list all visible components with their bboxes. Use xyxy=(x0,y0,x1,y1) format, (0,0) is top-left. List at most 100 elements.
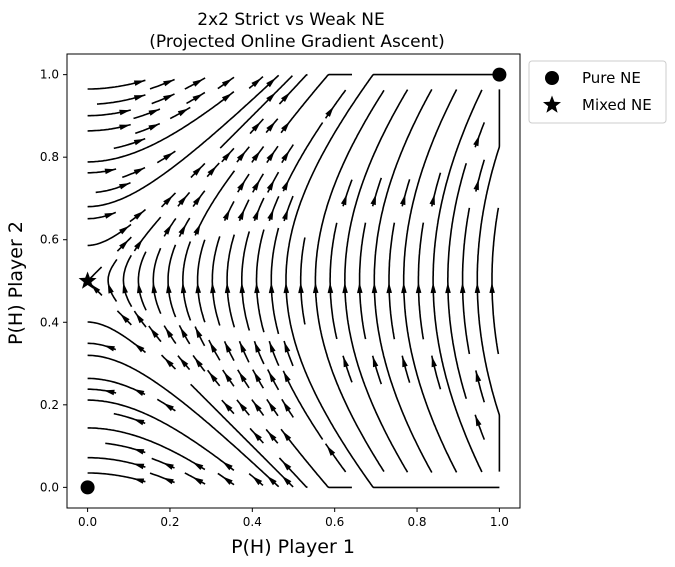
legend-label-pure-ne: Pure NE xyxy=(582,69,641,87)
stream-arrow xyxy=(163,462,174,470)
stream-arrow xyxy=(178,224,186,235)
stream-arrow xyxy=(327,282,334,294)
stream-arrow xyxy=(90,284,101,294)
streamline xyxy=(87,399,235,471)
streamline xyxy=(87,321,147,354)
streamline xyxy=(87,377,146,396)
pure-ne-marker xyxy=(492,67,507,82)
stream-arrow xyxy=(251,150,261,162)
stream-arrow xyxy=(236,151,246,162)
stream-arrow xyxy=(133,448,145,455)
y-tick-label: 1.0 xyxy=(40,68,59,82)
stream-arrow xyxy=(195,327,203,338)
stream-arrow xyxy=(429,194,435,206)
stream-arrow xyxy=(104,345,115,352)
stream-arrow xyxy=(194,357,203,368)
y-tick-label: 0.0 xyxy=(40,480,59,494)
streamline xyxy=(226,234,236,328)
stream-arrow xyxy=(164,357,174,368)
stream-arrow xyxy=(119,109,131,116)
streamline xyxy=(137,251,147,311)
streamline xyxy=(270,227,280,335)
x-axis-label: P(H) Player 1 xyxy=(231,536,355,558)
stream-arrow xyxy=(151,282,158,294)
stream-arrow xyxy=(237,209,245,220)
stream-arrow xyxy=(267,431,277,442)
stream-arrow xyxy=(239,341,247,353)
streamline xyxy=(282,370,324,440)
x-tick-label: 0.6 xyxy=(325,515,344,529)
stream-arrow xyxy=(133,463,145,470)
y-tick-label: 0.6 xyxy=(40,233,59,247)
stream-arrow xyxy=(340,194,347,206)
streamline xyxy=(314,89,385,473)
stream-arrow xyxy=(133,211,144,220)
stream-arrow xyxy=(224,282,231,294)
stream-arrow xyxy=(133,95,145,101)
stream-arrow xyxy=(459,282,466,294)
stream-arrow xyxy=(402,356,408,368)
stream-arrow xyxy=(282,460,292,471)
stream-arrow xyxy=(266,121,276,132)
chart-title: 2x2 Strict vs Weak NE xyxy=(197,10,384,30)
stream-arrow xyxy=(268,282,275,294)
x-tick-label: 1.0 xyxy=(490,515,509,529)
streamline xyxy=(461,207,471,355)
stream-arrow xyxy=(475,415,482,427)
legend-star-marker xyxy=(543,95,561,113)
pure-ne-marker xyxy=(80,480,95,495)
stream-arrow xyxy=(133,419,145,426)
stream-arrow xyxy=(222,476,233,485)
stream-arrow xyxy=(210,282,216,294)
stream-arrow xyxy=(254,341,261,353)
stream-arrow xyxy=(148,109,160,116)
mixed-ne-marker xyxy=(78,271,97,289)
x-tick-label: 0.0 xyxy=(78,515,97,529)
stream-arrow xyxy=(281,150,290,162)
stream-arrow xyxy=(237,180,246,191)
stream-arrow xyxy=(401,282,407,294)
stream-arrow xyxy=(209,342,218,353)
stream-arrow xyxy=(325,106,334,117)
stream-arrow xyxy=(224,341,232,353)
streamline xyxy=(87,91,235,163)
stream-arrow xyxy=(221,93,233,102)
stream-arrow xyxy=(474,282,481,293)
stream-arrow xyxy=(281,92,291,102)
streamline xyxy=(211,236,221,326)
stream-arrow xyxy=(239,282,245,294)
stream-arrow xyxy=(222,151,232,161)
stream-arrow xyxy=(238,401,248,412)
stream-arrow xyxy=(251,121,261,132)
stream-arrow xyxy=(120,313,130,324)
stream-arrow xyxy=(282,209,288,220)
streamline xyxy=(196,239,206,323)
stream-arrow xyxy=(266,92,276,102)
stream-arrow xyxy=(266,179,275,191)
stream-arrow xyxy=(326,445,336,456)
stream-arrow xyxy=(281,179,289,191)
stream-arrow xyxy=(179,357,189,368)
legend-circle-marker xyxy=(545,71,559,85)
stream-arrow xyxy=(475,371,482,382)
stream-arrow xyxy=(252,476,263,486)
streamline xyxy=(241,231,251,331)
stream-arrow xyxy=(223,371,233,383)
stream-arrow xyxy=(119,124,131,130)
stream-arrow xyxy=(489,282,495,293)
stream-arrow xyxy=(133,167,145,175)
stream-arrow xyxy=(133,478,145,484)
stream-arrow xyxy=(252,180,260,191)
stream-arrow xyxy=(473,135,480,147)
streamline xyxy=(87,74,280,208)
streamline xyxy=(280,428,352,489)
streamline xyxy=(447,162,468,399)
stream-arrow xyxy=(254,282,260,294)
stream-arrow xyxy=(192,79,204,87)
streamline xyxy=(343,89,409,473)
legend-label-mixed-ne: Mixed NE xyxy=(582,96,652,114)
stream-arrow xyxy=(192,166,203,176)
streamline xyxy=(282,122,324,192)
stream-arrow xyxy=(163,195,173,206)
